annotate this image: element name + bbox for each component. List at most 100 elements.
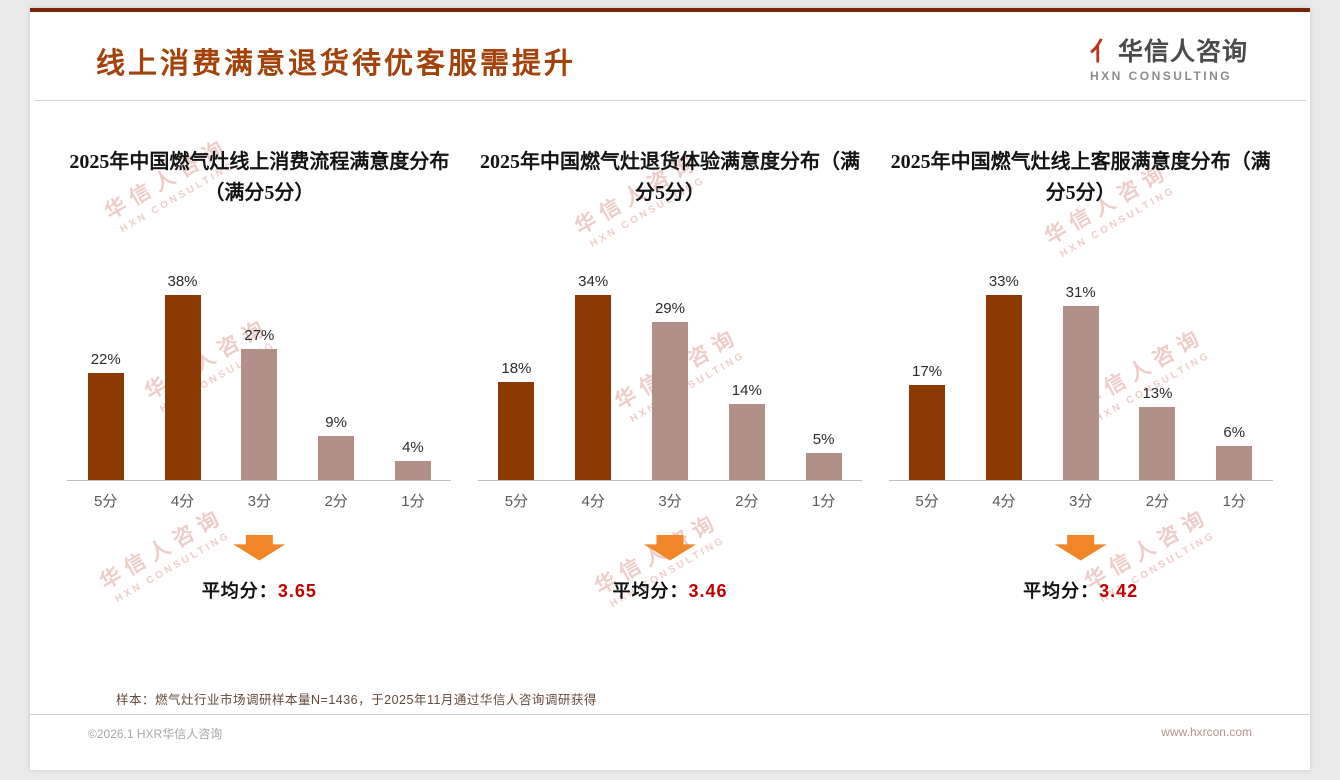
bar-slot: 6% xyxy=(1199,424,1269,480)
bar-slot: 17% xyxy=(892,363,962,480)
bar-slot: 34% xyxy=(558,273,628,480)
category-label: 4分 xyxy=(992,492,1016,510)
down-arrow-icon xyxy=(644,534,696,561)
category-label: 3分 xyxy=(1068,492,1093,510)
bar-5分 xyxy=(498,381,535,480)
logo-mark-icon: 亻 xyxy=(1089,39,1116,66)
category-label: 2分 xyxy=(1145,492,1170,510)
bar-value-label: 4% xyxy=(402,438,424,456)
plot-area: 18% 34% 29% 14% 5% 5分 4分 3分 2分 1分 xyxy=(478,267,862,511)
category-label: 2分 xyxy=(324,492,348,510)
down-arrow-icon xyxy=(233,534,286,561)
bar-2分 xyxy=(1139,406,1176,480)
plot-area: 22% 38% 27% 9% 4% 5分 4分 3分 2分 1分 xyxy=(67,267,452,511)
slide: 华信人咨询 HXN CONSULTING 华信人咨询 HXN CONSULTING … xyxy=(30,8,1310,770)
arrow-row xyxy=(54,534,465,561)
bar-slot: 4% xyxy=(378,439,448,480)
bar-value-label: 5% xyxy=(812,430,835,448)
bar-value-label: 31% xyxy=(1065,283,1096,301)
bar-value-label: 9% xyxy=(325,413,347,431)
category-label: 3分 xyxy=(658,492,682,510)
average-line: 平均分：3.46 xyxy=(465,577,876,603)
category-label: 4分 xyxy=(581,492,605,510)
bar-1分 xyxy=(394,460,431,480)
bar-slot: 38% xyxy=(148,273,218,480)
bar-value-label: 33% xyxy=(988,272,1019,290)
category-label: 5分 xyxy=(504,492,529,510)
bar-4分 xyxy=(575,294,612,480)
category-label: 4分 xyxy=(170,492,195,510)
bar-slot: 18% xyxy=(481,360,551,480)
bar-2分 xyxy=(318,435,355,480)
bar-1分 xyxy=(805,452,842,480)
bar-value-label: 17% xyxy=(912,362,943,380)
bar-value-label: 13% xyxy=(1142,384,1173,402)
category-label: 3分 xyxy=(247,492,271,510)
arrow-row xyxy=(465,534,876,561)
bar-4分 xyxy=(164,294,201,480)
bar-value-label: 27% xyxy=(244,326,275,344)
down-arrow-icon xyxy=(1054,534,1107,561)
bar-value-label: 22% xyxy=(90,350,121,368)
bar-3分 xyxy=(651,321,688,480)
average-value: 3.42 xyxy=(1099,580,1139,601)
category-label: 2分 xyxy=(735,492,759,510)
footer: ©2026.1 HXR华信人咨询 www.hxrcon.com xyxy=(30,714,1310,770)
bar-value-label: 6% xyxy=(1223,423,1246,441)
category-label: 1分 xyxy=(811,492,836,510)
bar-4分 xyxy=(985,294,1022,480)
arrow-row xyxy=(875,534,1286,561)
bar-slot: 29% xyxy=(635,300,705,480)
bar-slot: 13% xyxy=(1122,385,1192,480)
bar-slot: 9% xyxy=(301,414,371,480)
bar-value-label: 34% xyxy=(578,272,609,290)
logo-en: HXN CONSULTING xyxy=(1089,68,1233,83)
header: 线上消费满意退货待优客服需提升 亻华信人咨询 HXN CONSULTING xyxy=(34,12,1306,101)
copyright-text: ©2026.1 HXR华信人咨询 xyxy=(88,727,223,741)
chart-return-experience: 2025年中国燃气灶退货体验满意度分布（满分5分） 18% 34% 29% 14% 5%… xyxy=(465,147,876,603)
bar-3分 xyxy=(1062,305,1099,480)
average-line: 平均分：3.65 xyxy=(54,577,465,603)
bar-slot: 22% xyxy=(71,351,141,480)
bar-3分 xyxy=(241,348,278,480)
website-url: www.hxrcon.com xyxy=(1161,725,1252,739)
bar-5分 xyxy=(87,372,124,480)
category-label: 1分 xyxy=(401,492,425,510)
bar-2分 xyxy=(728,403,765,480)
bar-slot: 5% xyxy=(789,431,859,480)
bars: 17% 33% 31% 13% 6% xyxy=(888,267,1273,481)
bar-slot: 14% xyxy=(712,382,782,480)
average-value: 3.65 xyxy=(277,580,317,601)
bars: 18% 34% 29% 14% 5% xyxy=(478,267,862,481)
chart-title: 2025年中国燃气灶线上消费流程满意度分布（满分5分） xyxy=(69,150,450,204)
chart-title: 2025年中国燃气灶线上客服满意度分布（满分5分） xyxy=(890,150,1271,204)
category-labels: 5分 4分 3分 2分 1分 xyxy=(889,481,1273,511)
company-logo: 亻华信人咨询 HXN CONSULTING xyxy=(1090,38,1248,84)
category-labels: 5分 4分 3分 2分 1分 xyxy=(67,481,451,511)
charts-row: 2025年中国燃气灶线上消费流程满意度分布（满分5分） 22% 38% 27% 9% 4… xyxy=(30,101,1310,603)
category-labels: 5分 4分 3分 2分 1分 xyxy=(478,481,862,511)
bar-value-label: 38% xyxy=(167,272,198,290)
average-label: 平均分： xyxy=(612,580,689,601)
chart-title: 2025年中国燃气灶退货体验满意度分布（满分5分） xyxy=(480,150,860,204)
sample-footnote: 样本：燃气灶行业市场调研样本量N=1436，于2025年11月通过华信人咨询调研… xyxy=(116,693,597,707)
bar-slot: 27% xyxy=(224,327,294,480)
average-label: 平均分： xyxy=(201,580,278,601)
average-line: 平均分：3.42 xyxy=(875,577,1286,603)
logo-cn: 华信人咨询 xyxy=(1117,38,1248,66)
category-label: 1分 xyxy=(1222,492,1246,510)
bar-slot: 33% xyxy=(969,273,1039,480)
plot-area: 17% 33% 31% 13% 6% 5分 4分 3分 2分 1分 xyxy=(888,267,1273,511)
chart-online-service: 2025年中国燃气灶线上客服满意度分布（满分5分） 17% 33% 31% 13% 6%… xyxy=(875,147,1286,603)
page-title: 线上消费满意退货待优客服需提升 xyxy=(96,47,577,80)
logo-name: 亻华信人咨询 xyxy=(1090,38,1248,68)
average-label: 平均分： xyxy=(1023,580,1100,601)
bars: 22% 38% 27% 9% 4% xyxy=(67,267,452,481)
bar-5分 xyxy=(909,384,946,480)
chart-online-consumption: 2025年中国燃气灶线上消费流程满意度分布（满分5分） 22% 38% 27% 9% 4… xyxy=(54,147,465,603)
average-value: 3.46 xyxy=(688,580,728,601)
bar-value-label: 29% xyxy=(654,299,685,317)
bar-value-label: 14% xyxy=(731,381,762,399)
bar-slot: 31% xyxy=(1046,284,1116,480)
bar-1分 xyxy=(1216,445,1253,480)
